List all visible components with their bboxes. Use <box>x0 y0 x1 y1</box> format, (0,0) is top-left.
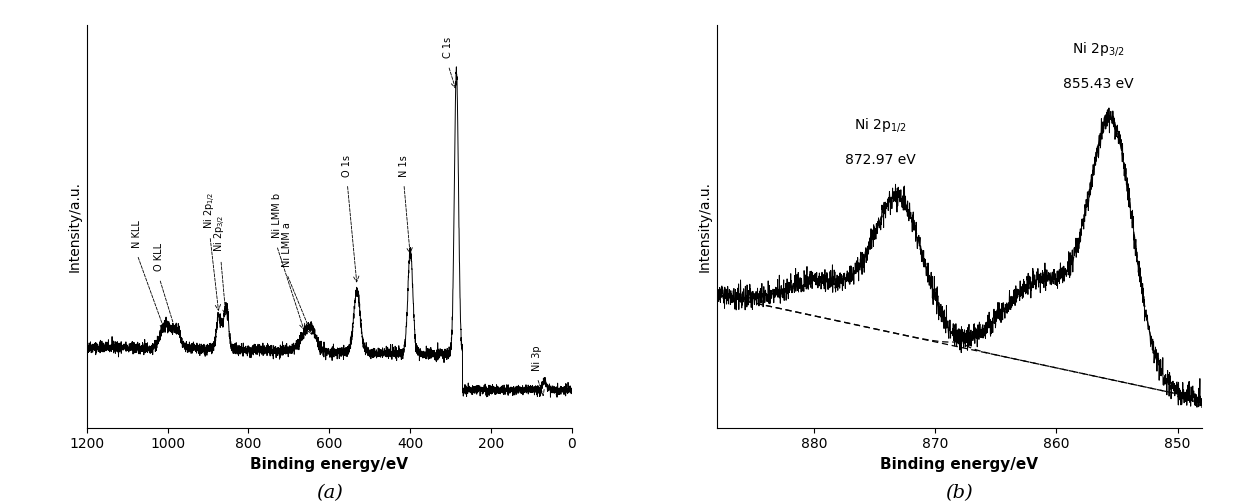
Text: Ni 3p: Ni 3p <box>533 345 543 371</box>
Text: C 1s: C 1s <box>444 37 453 58</box>
Text: Ni LMM a: Ni LMM a <box>281 222 291 267</box>
Text: Ni 2p$_{1/2}$: Ni 2p$_{1/2}$ <box>202 191 218 229</box>
Text: Ni LMM b: Ni LMM b <box>271 193 281 238</box>
X-axis label: Binding energy/eV: Binding energy/eV <box>881 457 1038 472</box>
Text: O 1s: O 1s <box>342 154 352 177</box>
Y-axis label: Intensity/a.u.: Intensity/a.u. <box>698 181 711 272</box>
Text: N 1s: N 1s <box>399 155 409 177</box>
Y-axis label: Intensity/a.u.: Intensity/a.u. <box>67 181 82 272</box>
Text: Ni 2p$_{3/2}$: Ni 2p$_{3/2}$ <box>213 215 228 253</box>
Text: (a): (a) <box>316 484 342 502</box>
Text: 872.97 eV: 872.97 eV <box>845 153 916 167</box>
Text: Ni 2p$_{3/2}$: Ni 2p$_{3/2}$ <box>1073 40 1125 58</box>
Text: N KLL: N KLL <box>133 220 142 247</box>
Text: 855.43 eV: 855.43 eV <box>1063 77 1134 92</box>
Text: O KLL: O KLL <box>155 243 165 271</box>
Text: Ni 2p$_{1/2}$: Ni 2p$_{1/2}$ <box>854 116 907 134</box>
X-axis label: Binding energy/eV: Binding energy/eV <box>250 457 408 472</box>
Text: (b): (b) <box>945 484 974 502</box>
